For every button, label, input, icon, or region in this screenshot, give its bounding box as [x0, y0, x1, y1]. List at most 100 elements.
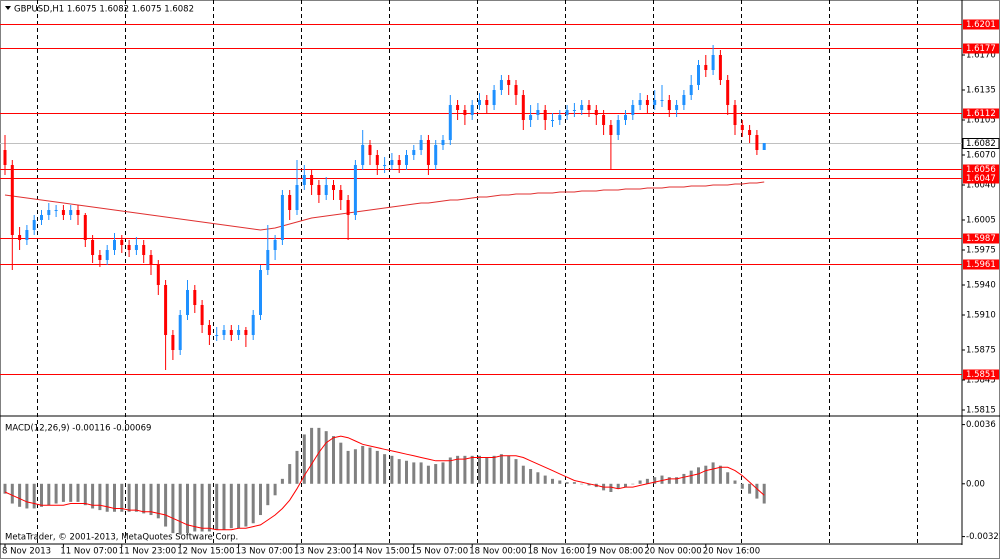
candle-body [142, 245, 146, 255]
macd-bar [580, 483, 584, 485]
candle-body [536, 110, 540, 115]
candle-body [470, 105, 474, 115]
candle-body [346, 200, 350, 215]
candle-body [295, 185, 299, 210]
candle-body [390, 160, 394, 165]
chart-title: GBPUSD,H1 1.6075 1.6082 1.6075 1.6082 [14, 5, 194, 15]
macd-bar [660, 475, 664, 484]
candle-body [704, 65, 708, 70]
x-tick-label: 20 Nov 00:00 [644, 547, 701, 557]
candle-body [40, 215, 43, 220]
level-label: 1.6112 [966, 109, 996, 119]
macd-bar [61, 483, 65, 502]
macd-bar [251, 483, 255, 524]
current-price-box [962, 138, 1000, 149]
candle-body [755, 135, 759, 150]
macd-bar [10, 483, 14, 504]
candle-body [762, 143, 766, 150]
macd-bar [492, 455, 496, 484]
x-tick-label: 12 Nov 15:00 [177, 547, 234, 557]
candle-body [726, 80, 730, 105]
candle-body [361, 145, 365, 165]
y-tick-label: 1.5845 [966, 376, 996, 386]
candle-body [127, 245, 131, 250]
macd-bar [207, 483, 211, 532]
candle-body [10, 165, 14, 235]
y-tick-label: 0.0036 [966, 420, 996, 430]
macd-bar [638, 480, 642, 484]
candle-body [426, 140, 430, 165]
macd-bar [616, 483, 620, 489]
candle-body [251, 315, 255, 335]
macd-bar [383, 454, 387, 484]
macd-bar [463, 455, 467, 484]
candle-body [61, 210, 65, 215]
macd-bar [456, 455, 460, 484]
candle-body [339, 190, 343, 200]
macd-bar [266, 483, 270, 506]
candle-body [113, 240, 116, 250]
macd-bar [733, 480, 737, 484]
candle-body [448, 105, 452, 140]
macd-bar [317, 427, 321, 484]
candle-body [383, 165, 387, 166]
x-tick-label: 11 Nov 07:00 [60, 547, 117, 557]
macd-bar [499, 454, 503, 484]
macd-bar [273, 483, 277, 496]
macd-bar [280, 478, 284, 484]
candle-body [441, 140, 445, 145]
candle-body [310, 175, 314, 185]
macd-bar [426, 465, 430, 484]
y-tick-label: 1.5910 [966, 311, 996, 321]
macd-bar [361, 445, 365, 484]
candle-body [565, 110, 569, 115]
y-tick-label: 1.6070 [966, 151, 996, 161]
candle-body [543, 110, 547, 120]
candle-body [551, 120, 554, 121]
level-label: 1.6201 [966, 20, 996, 30]
macd-bar [229, 483, 233, 529]
macd-bar [215, 483, 219, 530]
candle-body [171, 335, 175, 350]
macd-bar [412, 462, 416, 484]
macd-bar [3, 483, 7, 494]
y-tick-label: -0.00321 [966, 532, 1000, 542]
y-tick-label: 1.6005 [966, 216, 996, 226]
macd-bar [25, 483, 29, 509]
candle-body [280, 195, 284, 240]
macd-bar [375, 450, 379, 484]
candle-body [193, 290, 197, 305]
candle-body [645, 100, 649, 105]
macd-bar [397, 459, 401, 484]
candle-body [499, 80, 503, 90]
level-label-box [963, 259, 999, 270]
candle-body [353, 165, 357, 215]
candle-body [273, 240, 277, 250]
level-label: 1.5961 [966, 260, 996, 270]
candle-body [572, 110, 576, 111]
candle-body [186, 290, 189, 315]
candle-body [492, 90, 496, 105]
macd-bar [726, 472, 730, 484]
candle-body [485, 100, 489, 105]
y-tick-label: 1.5875 [966, 346, 996, 356]
level-label-box [963, 369, 999, 380]
macd-bar [186, 483, 189, 534]
candle-body [76, 210, 80, 215]
candle-body [105, 250, 109, 260]
macd-bar [310, 427, 314, 484]
macd-bar [390, 455, 394, 484]
x-tick-label: 18 Nov 00:00 [469, 547, 526, 557]
macd-title: MACD(12,26,9) -0.00116 -0.00069 [5, 424, 151, 434]
macd-bar [572, 482, 576, 484]
macd-bar [40, 483, 43, 507]
candle-body [697, 65, 700, 85]
candle-body [47, 210, 51, 215]
macd-bar [762, 483, 766, 504]
macd-bar [76, 483, 80, 502]
macd-bar [47, 483, 51, 506]
candle-body [18, 235, 22, 240]
level-label: 1.6177 [966, 44, 996, 54]
macd-bar [178, 483, 182, 535]
